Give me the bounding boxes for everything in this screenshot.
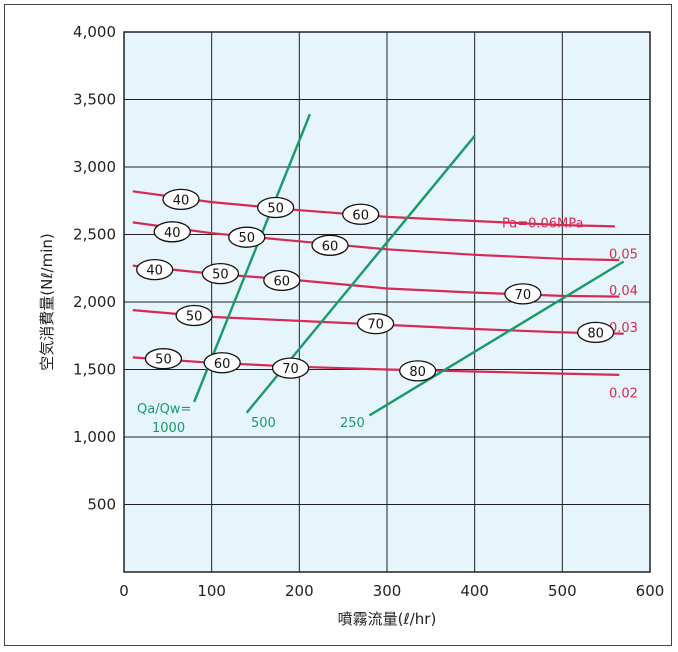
x-tick-label: 0 (119, 582, 129, 600)
y-tick-label: 500 (87, 496, 116, 514)
spray-angle-bubble (203, 352, 241, 374)
spray-angle-bubble (175, 304, 213, 327)
spray-angle-bubble (399, 360, 437, 382)
spray-angle-bubble (504, 283, 542, 305)
pressure-curve-label: 0.03 (609, 321, 638, 336)
ratio-line (368, 260, 625, 417)
spray-angle-bubble-label: 50 (267, 202, 284, 217)
x-tick-label: 600 (636, 582, 665, 600)
spray-angle-bubble (342, 203, 380, 225)
x-tick-label: 200 (285, 582, 314, 600)
spray-angle-bubble (356, 312, 395, 335)
spray-angle-bubble (136, 258, 174, 281)
pressure-curve-label: Pa=0.06MPa (502, 216, 584, 231)
y-tick-label: 1,500 (73, 361, 116, 379)
chart-frame (4, 4, 672, 646)
spray-angle-bubble-label: 60 (322, 239, 339, 254)
spray-angle-bubble (271, 357, 310, 379)
spray-angle-bubble-label: 50 (238, 231, 255, 246)
spray-angle-bubble (263, 269, 301, 292)
y-tick-label: 3,500 (73, 91, 116, 109)
spray-angle-bubble-label: 70 (367, 318, 384, 333)
pressure-curve (132, 221, 620, 262)
ratio-line-label: 1000 (152, 421, 185, 436)
y-tick-label: 2,500 (73, 226, 116, 244)
y-tick-label: 3,000 (73, 158, 116, 176)
pressure-curve-label: 0.05 (609, 247, 638, 262)
spray-angle-bubble-label: 60 (274, 274, 291, 289)
spray-angle-bubble-label: 80 (587, 326, 604, 341)
pressure-curve-label: 0.04 (609, 284, 638, 299)
x-tick-label: 300 (373, 582, 402, 600)
x-tick-label: 100 (197, 582, 226, 600)
x-tick-label: 500 (548, 582, 577, 600)
ratio-line-label: 500 (251, 416, 276, 431)
spray-angle-bubble (311, 234, 349, 256)
spray-angle-bubble-label: 50 (186, 310, 203, 325)
spray-angle-bubble-label: 80 (409, 365, 426, 380)
spray-angle-bubble-label: 60 (352, 208, 369, 223)
spray-angle-bubble-label: 50 (212, 268, 229, 283)
y-tick-label: 4,000 (73, 23, 116, 41)
spray-angle-bubble (576, 321, 615, 344)
y-tick-label: 1,000 (73, 428, 116, 446)
spray-angle-bubble (257, 196, 295, 219)
spray-angle-bubble-label: 70 (515, 288, 532, 303)
y-tick-label: 2,000 (73, 293, 116, 311)
spray-angle-bubble-label: 60 (214, 357, 231, 372)
y-axis-label: 空気消費量(Nℓ/min) (38, 233, 56, 370)
spray-angle-bubble (162, 188, 200, 211)
x-axis-label: 噴霧流量(ℓ/hr) (338, 610, 437, 628)
spray-angle-bubble (144, 348, 183, 370)
pressure-curve (132, 190, 615, 228)
spray-angle-bubble (153, 221, 191, 243)
spray-angle-bubble-label: 70 (282, 362, 299, 377)
pressure-curve-label: 0.02 (609, 386, 638, 401)
spray-angle-bubble-label: 40 (173, 193, 190, 208)
ratio-line-label: 250 (340, 416, 365, 431)
spray-angle-bubble-label: 40 (164, 226, 181, 241)
x-tick-label: 400 (460, 582, 489, 600)
spray-angle-bubble (201, 262, 240, 285)
spray-angle-bubble-label: 50 (155, 353, 172, 368)
spray-angle-bubble-label: 40 (146, 264, 163, 279)
ratio-line-label: Qa/Qw= (137, 402, 191, 417)
spray-angle-bubble (228, 226, 266, 248)
